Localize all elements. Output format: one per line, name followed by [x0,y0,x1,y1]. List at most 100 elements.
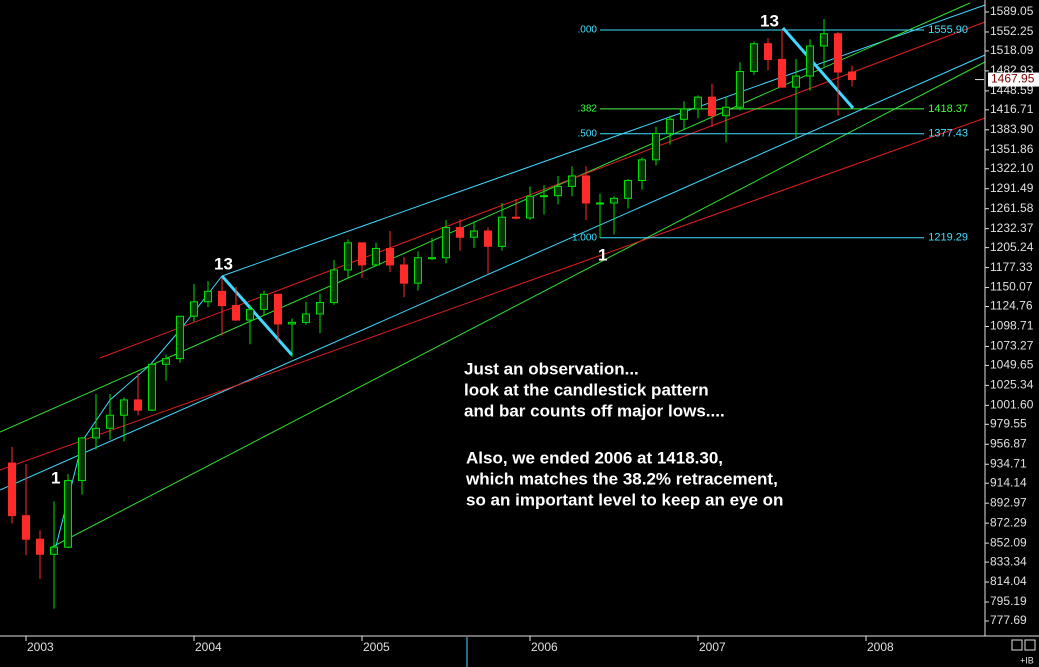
y-tick-label: 1205.24 [990,240,1034,254]
last-price-box [988,72,1039,87]
channel-line [0,117,986,471]
y-tick-label: 777.69 [990,613,1027,627]
annotation: look at the candlestick pattern [464,380,709,399]
y-tick-label: 795.19 [990,594,1027,608]
y-tick-label: 1073.27 [990,339,1034,353]
fib-price: 1418.37 [928,103,968,115]
candle-body [693,96,702,110]
candle-body [609,197,618,204]
y-tick-label: 1351.86 [990,142,1034,156]
y-tick-label: 1518.09 [990,43,1034,57]
y-tick-label: 1177.33 [990,260,1033,274]
candle-body [413,257,422,284]
candle-body [511,216,520,219]
candle-body [217,290,226,307]
candle-body [287,321,296,325]
candle-body [665,118,674,134]
candle-body [707,96,716,117]
fib-price: 1555.90 [928,24,968,36]
fib-price: 1377.43 [928,128,968,140]
y-tick-label: 934.71 [990,456,1027,470]
fib-ratio: .382 [578,103,598,114]
annotation: Also, we ended 2006 at 1418.30, [466,448,723,467]
y-tick-label: 1416.71 [990,102,1034,116]
candle-body [833,33,842,73]
x-tick-label: 2003 [27,640,54,654]
bar-count: 1 [598,245,607,264]
candle-body [623,179,632,199]
candle-body [455,227,464,238]
candle-body [357,242,366,266]
candle-body [595,202,604,205]
candle-body [749,43,758,72]
candle-body [567,175,576,187]
y-tick-label: 1589.05 [990,4,1034,18]
candle-body [175,315,184,360]
fib-ratio: .000 [578,25,598,36]
fib-price: 1219.29 [928,232,968,244]
candle-body [721,106,730,117]
candle-body [441,227,450,259]
candle-body [679,108,688,120]
candle-body [371,247,380,266]
x-tick-label: 2007 [699,640,726,654]
fib-ratio: .500 [578,128,598,139]
fib-ratio: 1.000 [572,232,597,243]
candle-body [651,132,660,161]
candle-body [427,257,436,260]
candle-body [581,175,590,204]
count-line [781,27,855,109]
y-tick-label: 1552.25 [990,24,1034,38]
candle-body [343,242,352,271]
candle-body [105,414,114,429]
candle-body [161,358,170,365]
annotation: and bar counts off major lows.... [464,401,725,420]
candle-body [147,363,156,411]
candle-body [329,269,338,304]
corner-text: +IB [1020,655,1034,665]
y-tick-label: 956.87 [990,436,1027,450]
x-tick-label: 2008 [867,640,894,654]
candle-body [133,399,142,411]
candle-body [189,301,198,317]
candle-body [539,195,548,198]
y-tick-label: 1124.76 [990,299,1033,313]
candle-body [819,33,828,47]
corner-icon[interactable] [1024,639,1036,651]
bar-count: 13 [214,254,233,273]
y-tick-label: 1098.71 [990,319,1034,333]
candle-body [735,70,744,108]
candle-body [385,247,394,266]
y-tick-label: 979.55 [990,416,1027,430]
channel-lines [0,2,986,551]
candle-body [483,230,492,247]
candle-body [469,230,478,238]
last-price-label: 1467.95 [991,72,1035,86]
count-line [220,275,294,356]
candle-body [63,480,72,548]
x-tick-label: 2004 [195,640,222,654]
y-tick-label: 914.14 [990,475,1027,489]
y-tick-label: 1025.34 [990,378,1034,392]
candle-body [847,71,856,81]
y-tick-label: 1322.10 [990,161,1034,175]
candle-body [553,185,562,197]
annotation: which matches the 38.2% retracement, [465,469,778,488]
y-tick-label: 1001.60 [990,398,1034,412]
y-tick-label: 833.34 [990,554,1027,568]
y-tick-label: 1291.49 [990,181,1034,195]
candle-body [399,264,408,284]
channel-line [0,54,986,491]
bar-count: 13 [760,11,779,30]
candle-body [7,462,16,517]
corner-icon[interactable] [1011,639,1023,651]
y-tick-label: 1049.65 [990,358,1034,372]
candle-body [315,302,324,315]
candle-body [497,216,506,247]
channel-line [221,4,986,277]
candle-body [203,290,212,303]
annotation: Just an observation... [464,359,639,378]
candle-body [231,305,240,321]
y-tick-label: 1261.58 [990,201,1034,215]
